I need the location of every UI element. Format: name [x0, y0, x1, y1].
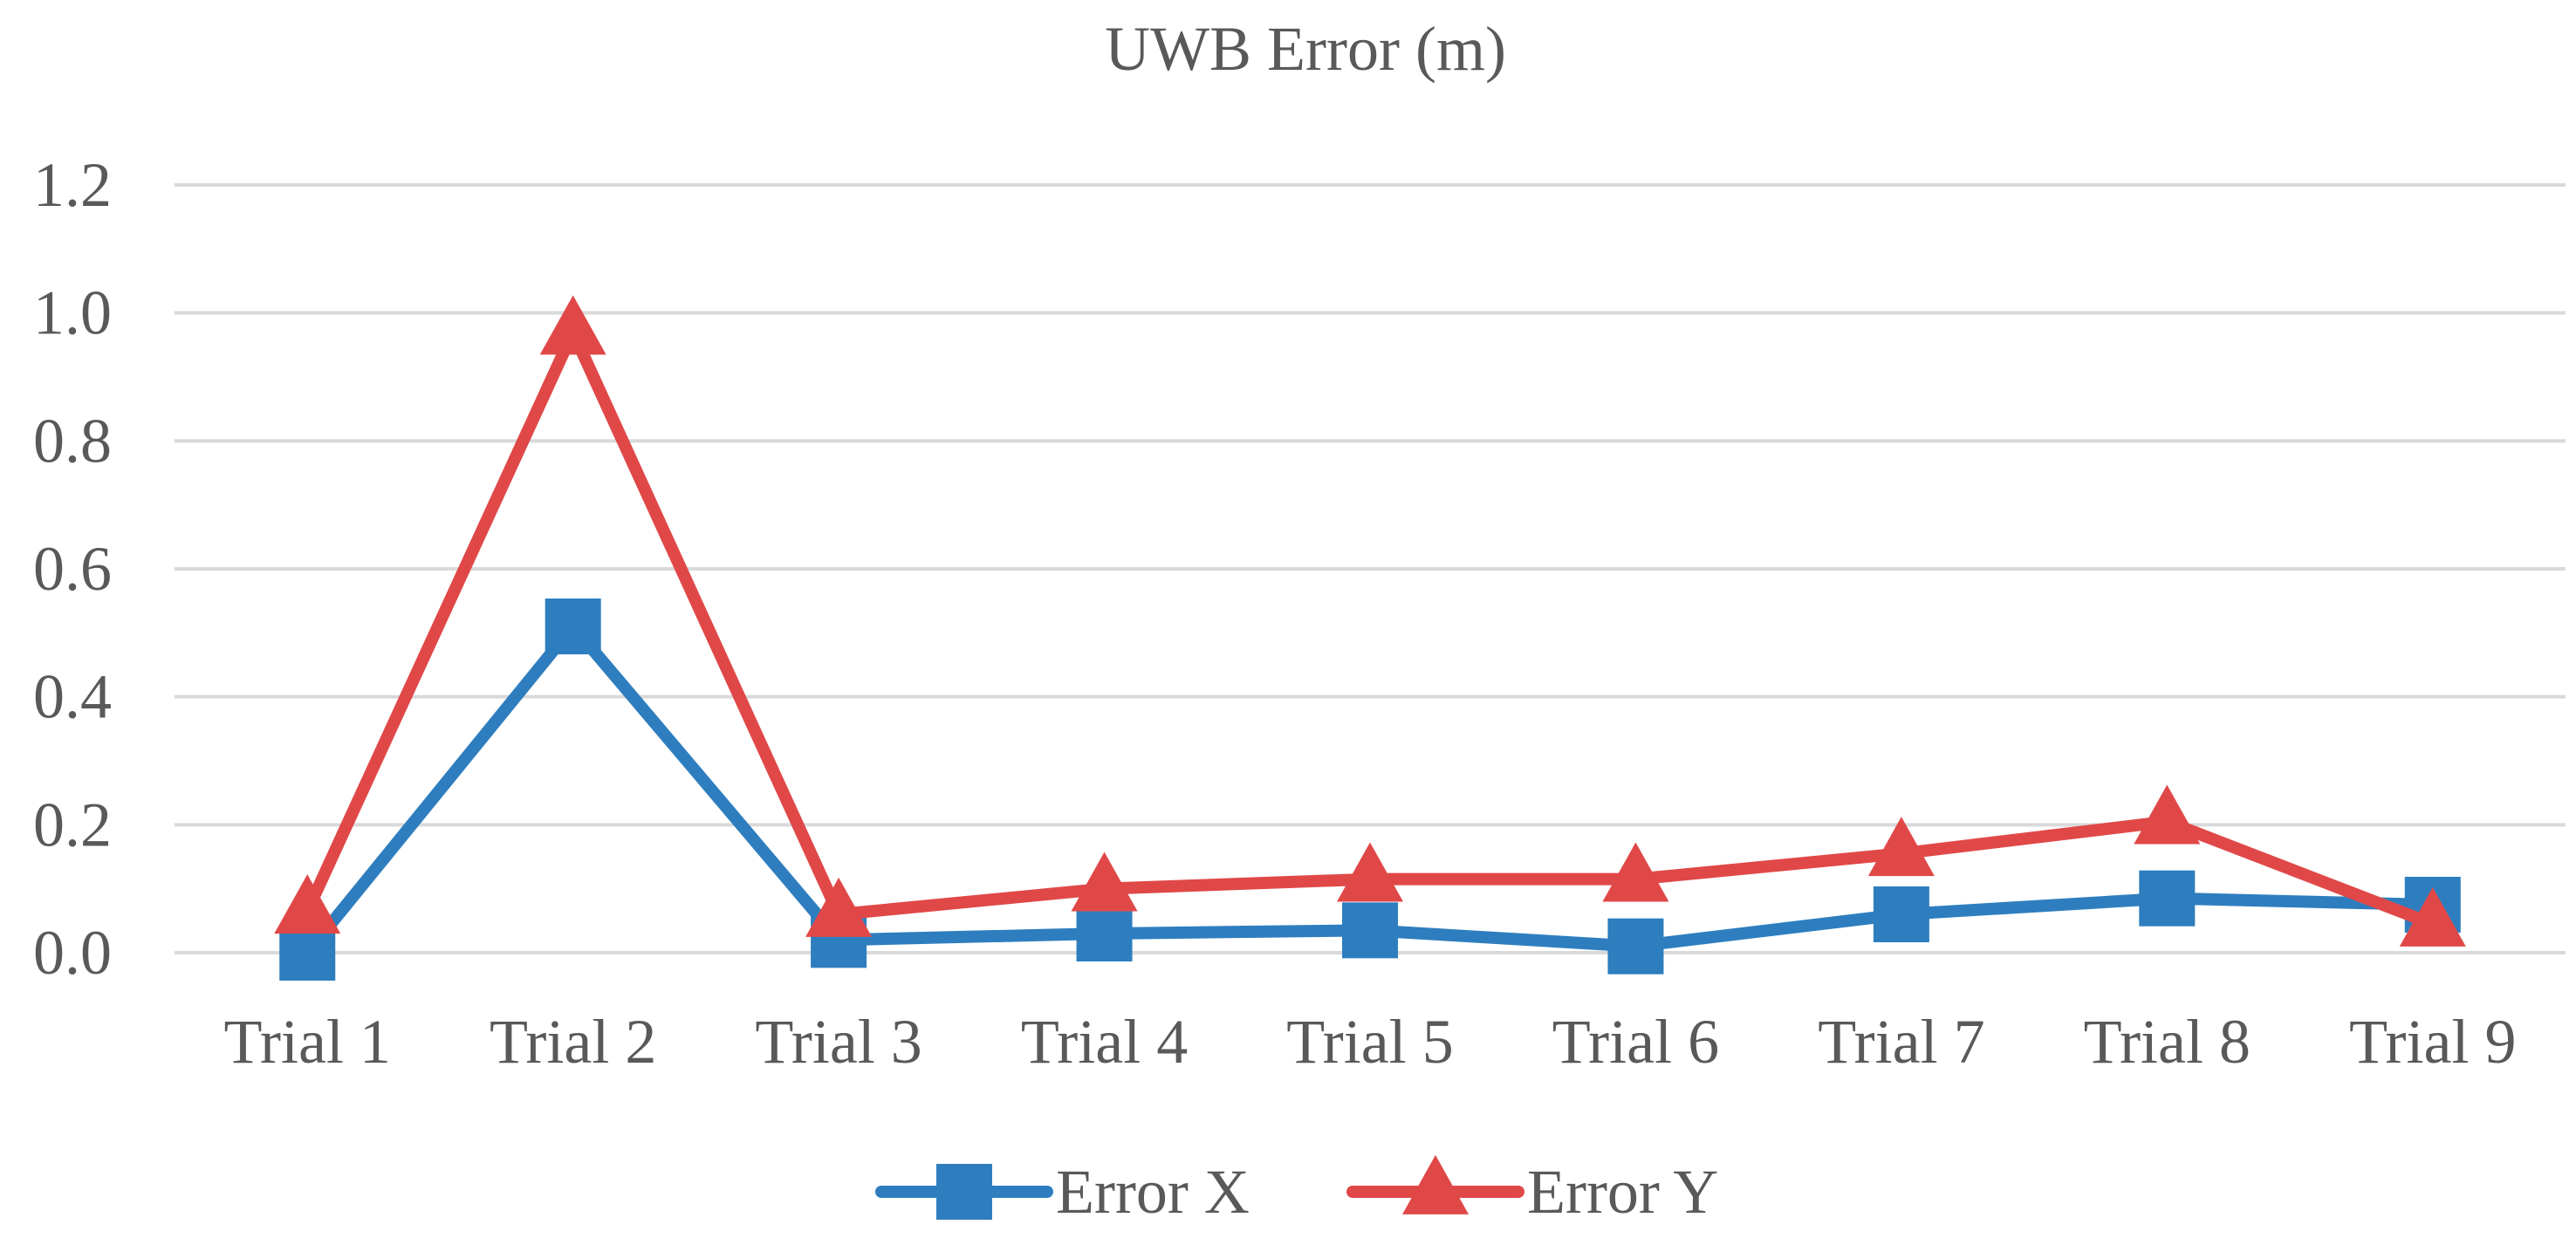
x-tick-label: Trial 2 — [490, 1007, 656, 1077]
data-point — [1873, 886, 1929, 942]
x-tick-label: Trial 7 — [1818, 1007, 1984, 1077]
x-tick-label: Trial 9 — [2349, 1007, 2516, 1077]
y-axis-tick-labels: 0.0 0.2 0.4 0.6 0.8 1.0 1.2 — [33, 150, 112, 988]
series-lines — [274, 295, 2466, 981]
data-point — [545, 599, 601, 654]
legend: Error X Error Y — [875, 1154, 1718, 1227]
data-point — [1076, 906, 1133, 961]
y-tick-label: 0.2 — [33, 790, 112, 859]
data-point — [1071, 852, 1138, 912]
x-tick-label: Trial 5 — [1286, 1007, 1453, 1077]
data-point — [274, 874, 341, 934]
data-point — [1602, 842, 1669, 902]
data-point — [1342, 902, 1398, 959]
x-tick-label: Trial 4 — [1021, 1007, 1188, 1077]
legend-marker — [936, 1164, 992, 1220]
data-point — [279, 925, 336, 981]
data-point — [805, 877, 873, 937]
y-tick-label: 0.0 — [33, 918, 112, 988]
legend-label: Error X — [1056, 1157, 1250, 1227]
legend-marker — [1402, 1154, 1469, 1214]
data-point — [539, 295, 606, 355]
data-point — [1607, 918, 1664, 975]
series-1 — [279, 599, 2461, 981]
y-tick-label: 1.2 — [33, 150, 112, 220]
data-point — [2399, 886, 2466, 947]
y-tick-label: 1.0 — [33, 278, 112, 348]
data-point — [1337, 842, 1403, 902]
x-tick-label: Trial 3 — [755, 1007, 921, 1077]
y-tick-label: 0.8 — [33, 406, 112, 475]
data-point — [1867, 817, 1935, 877]
chart-title: UWB Error (m) — [1105, 14, 1506, 84]
series-2 — [274, 295, 2466, 947]
y-tick-label: 0.6 — [33, 534, 112, 604]
x-axis-tick-labels: Trial 1 Trial 2 Trial 3 Trial 4 Trial 5 Trial… — [224, 1007, 2517, 1077]
legend-label: Error Y — [1527, 1157, 1718, 1227]
y-tick-label: 0.4 — [33, 662, 112, 732]
x-tick-label: Trial 1 — [224, 1007, 391, 1077]
series-line — [301, 325, 2439, 930]
data-point — [2134, 784, 2201, 845]
data-point — [2139, 870, 2196, 927]
legend-item: Error X — [875, 1157, 1250, 1227]
x-tick-label: Trial 8 — [2084, 1007, 2251, 1077]
legend-item: Error Y — [1346, 1154, 1718, 1227]
x-tick-label: Trial 6 — [1552, 1007, 1719, 1077]
